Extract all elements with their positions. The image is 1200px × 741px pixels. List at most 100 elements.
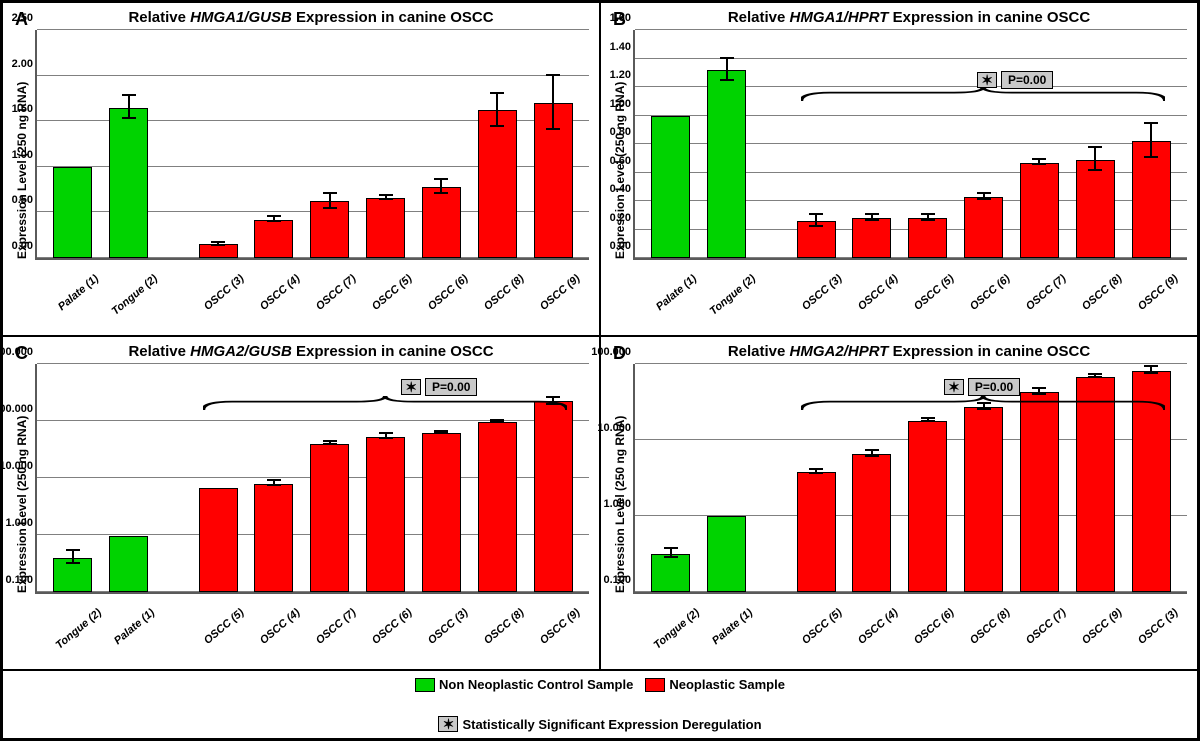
y-tick: 0.00 <box>610 240 635 252</box>
bar <box>1076 160 1115 258</box>
top-row: ARelative HMGA1/GUSB Expression in canin… <box>2 2 1198 336</box>
x-tick-label: OSCC (9) <box>538 273 583 313</box>
legend-star-icon: ✶ <box>438 716 458 732</box>
significance-annotation: ✶P=0.00 <box>944 378 1020 396</box>
star-icon: ✶ <box>401 379 421 395</box>
x-tick-label: Tongue (2) <box>54 607 104 652</box>
bar <box>199 244 238 258</box>
bar <box>1132 141 1171 258</box>
legend-stat-label: Statistically Significant Expression Der… <box>462 717 761 732</box>
panel-c: CRelative HMGA2/GUSB Expression in canin… <box>2 336 600 670</box>
bar <box>478 422 517 592</box>
x-tick-label: OSCC (4) <box>257 607 302 647</box>
x-tick-label: OSCC (9) <box>1136 273 1181 313</box>
x-tick-label: OSCC (8) <box>482 273 527 313</box>
y-tick: 0.100 <box>5 574 37 586</box>
bar <box>1020 163 1059 258</box>
x-tick-label: OSCC (6) <box>968 273 1013 313</box>
plot-area: 0.000.501.001.502.002.50 <box>35 30 589 260</box>
y-tick: 100.000 <box>0 403 37 415</box>
bar <box>199 488 238 592</box>
y-tick: 2.00 <box>12 58 37 70</box>
y-tick: 0.20 <box>610 212 635 224</box>
x-tick-label: Tongue (2) <box>110 273 160 318</box>
brace-icon <box>801 87 1165 101</box>
y-tick: 1.00 <box>610 98 635 110</box>
x-tick-label: OSCC (7) <box>313 273 358 313</box>
x-tick-label: OSCC (3) <box>1136 607 1181 647</box>
bar <box>254 220 293 258</box>
x-tick-label: OSCC (3) <box>426 607 471 647</box>
y-tick: 0.40 <box>610 183 635 195</box>
x-tick-label: OSCC (8) <box>968 607 1013 647</box>
star-icon: ✶ <box>944 379 964 395</box>
legend: Non Neoplastic Control Sample Neoplastic… <box>2 670 1198 739</box>
x-tick-label: OSCC (4) <box>855 273 900 313</box>
chart: Expression Level (250 ng RNA)0.1001.0001… <box>13 364 589 644</box>
y-tick: 10.000 <box>0 460 37 472</box>
x-tick-label: OSCC (4) <box>257 273 302 313</box>
legend-neoplastic-swatch <box>645 678 665 692</box>
bar <box>422 433 461 592</box>
y-tick: 0.80 <box>610 126 635 138</box>
x-tick-label: Tongue (2) <box>652 607 702 652</box>
plot-area: 0.1001.00010.000100.000✶P=0.00 <box>633 364 1187 594</box>
y-tick: 100.000 <box>591 346 635 358</box>
bar <box>366 437 405 592</box>
bar <box>707 516 746 592</box>
x-tick-label: OSCC (3) <box>799 273 844 313</box>
y-tick: 1.40 <box>610 41 635 53</box>
y-tick: 1.000 <box>603 498 635 510</box>
x-tick-label: OSCC (4) <box>855 607 900 647</box>
bar <box>422 187 461 258</box>
y-tick: 1.00 <box>12 149 37 161</box>
panel-d: DRelative HMGA2/HPRT Expression in canin… <box>600 336 1198 670</box>
x-tick-label: OSCC (6) <box>426 273 471 313</box>
bar <box>53 167 92 258</box>
legend-control-label: Non Neoplastic Control Sample <box>439 677 633 692</box>
y-tick: 0.50 <box>12 194 37 206</box>
legend-control: Non Neoplastic Control Sample <box>415 677 633 692</box>
figure: ARelative HMGA1/GUSB Expression in canin… <box>0 0 1200 741</box>
x-tick-label: OSCC (7) <box>1024 607 1069 647</box>
bar <box>707 70 746 258</box>
legend-neoplastic-label: Neoplastic Sample <box>669 677 785 692</box>
x-tick-label: OSCC (5) <box>370 273 415 313</box>
x-tick-label: OSCC (6) <box>370 607 415 647</box>
p-value: P=0.00 <box>968 378 1020 396</box>
chart: Expression Level (250 ng RNA)0.000.501.0… <box>13 30 589 310</box>
bar <box>534 401 573 592</box>
plot-area: 0.000.200.400.600.801.001.201.401.60✶P=0… <box>633 30 1187 260</box>
panel-title: Relative HMGA1/HPRT Expression in canine… <box>631 9 1187 26</box>
y-tick: 0.00 <box>12 240 37 252</box>
x-tick-label: OSCC (9) <box>1080 607 1125 647</box>
x-tick-label: OSCC (5) <box>799 607 844 647</box>
bar <box>651 116 690 259</box>
panel-title: Relative HMGA1/GUSB Expression in canine… <box>33 9 589 26</box>
legend-stat: ✶ Statistically Significant Expression D… <box>438 716 761 732</box>
bar <box>964 197 1003 258</box>
brace-icon <box>203 396 567 410</box>
y-axis-label: Expression Level (250 ng RNA) <box>13 30 31 310</box>
bar <box>1020 392 1059 592</box>
x-tick-label: Tongue (2) <box>708 273 758 318</box>
bar <box>908 218 947 258</box>
brace-icon <box>801 396 1165 410</box>
star-icon: ✶ <box>977 72 997 88</box>
bar <box>797 472 836 592</box>
chart: Expression Level (250 ng RNA)0.000.200.4… <box>611 30 1187 310</box>
x-tick-label: OSCC (7) <box>1024 273 1069 313</box>
bottom-row: CRelative HMGA2/GUSB Expression in canin… <box>2 336 1198 670</box>
bar <box>109 536 148 592</box>
x-tick-label: OSCC (6) <box>911 607 956 647</box>
y-tick: 1.60 <box>610 12 635 24</box>
bar <box>109 108 148 258</box>
chart: Expression Level (250 ng RNA)0.1001.0001… <box>611 364 1187 644</box>
x-tick-label: OSCC (8) <box>482 607 527 647</box>
x-tick-label: OSCC (5) <box>911 273 956 313</box>
panel-title: Relative HMGA2/GUSB Expression in canine… <box>33 343 589 360</box>
y-tick: 1.50 <box>12 103 37 115</box>
x-tick-label: OSCC (5) <box>201 607 246 647</box>
panel-b: BRelative HMGA1/HPRT Expression in canin… <box>600 2 1198 336</box>
p-value: P=0.00 <box>425 378 477 396</box>
